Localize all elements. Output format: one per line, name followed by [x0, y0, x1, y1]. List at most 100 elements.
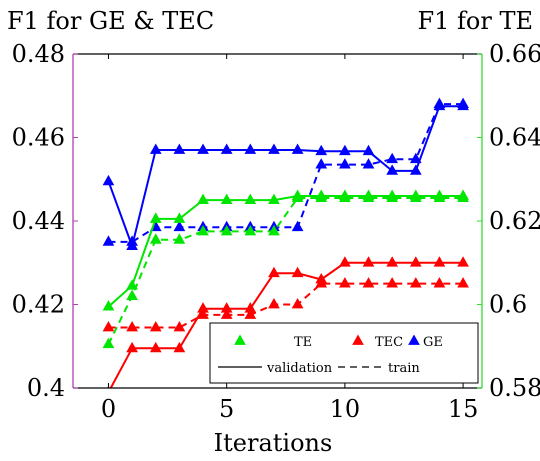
y-left-tick-label: 0.4	[27, 374, 65, 402]
te-train-point	[173, 233, 186, 244]
y-left-tick-label: 0.42	[12, 291, 65, 319]
tec-train-point	[244, 308, 257, 319]
tec-train-point	[409, 277, 422, 288]
tec-validation-point	[409, 256, 422, 267]
tec-train-point	[386, 277, 399, 288]
te-train-line	[107, 197, 464, 345]
ge-train-point	[173, 220, 186, 232]
tec-train-point	[268, 298, 280, 309]
te-validation-point	[220, 193, 233, 205]
ge-train-point	[362, 158, 375, 169]
te-train-point	[102, 337, 115, 349]
tec-validation-point	[149, 341, 162, 353]
legend-validation-label: validation	[266, 361, 333, 376]
tec-validation-line	[109, 261, 464, 388]
ge-validation-point	[409, 164, 422, 175]
ge-validation-line	[107, 105, 464, 250]
te-train-point	[126, 289, 138, 301]
tec-validation-point	[339, 256, 351, 267]
tec-validation-point	[126, 341, 138, 353]
ge-validation-point	[220, 143, 233, 154]
x-tick-label: 0	[101, 395, 116, 423]
legend-te-label: TE	[294, 335, 312, 350]
tec-train-point	[433, 277, 446, 288]
ge-train-point	[291, 220, 304, 232]
y-right-tick-label: 0.58	[489, 374, 540, 402]
ge-train-point	[339, 158, 351, 169]
te-validation-point	[244, 193, 257, 205]
tec-train-point	[149, 320, 162, 332]
te-train-point	[291, 191, 304, 202]
ge-train-point	[457, 97, 469, 108]
tec-validation-point	[433, 256, 446, 267]
tec-validation-point	[457, 256, 469, 267]
te-validation-point	[268, 193, 280, 205]
right-axis-title: F1 for TE	[417, 7, 533, 35]
tec-train-point	[362, 277, 375, 288]
tec-train-line	[108, 282, 464, 329]
plot-frame	[72, 53, 483, 389]
te-validation-point	[149, 212, 162, 223]
te-train-point	[409, 191, 422, 202]
legend-te-marker	[234, 334, 246, 345]
y-right-tick-label: 0.64	[489, 124, 540, 152]
tec-validation-point	[197, 302, 209, 313]
legend-ge-marker	[408, 334, 420, 345]
tec-train-point	[102, 320, 115, 332]
tec-train-point	[197, 308, 209, 319]
x-tick-label: 5	[219, 395, 234, 423]
ge-validation-point	[386, 164, 399, 175]
ge-validation-point	[362, 144, 375, 156]
te-train-point	[220, 224, 233, 236]
ge-validation-point	[244, 143, 257, 154]
x-tick-label: 10	[330, 395, 361, 423]
x-tick-label: 15	[448, 395, 479, 423]
tec-validation-point	[291, 266, 304, 278]
y-left-tick-label: 0.44	[12, 207, 65, 235]
tec-train-point	[291, 298, 304, 309]
legend-ge-label: GE	[423, 335, 443, 350]
te-validation-point	[102, 300, 115, 311]
tec-validation-point	[362, 256, 375, 267]
te-train-point	[386, 191, 399, 202]
te-train-point	[339, 191, 351, 202]
tec-train-point	[126, 320, 138, 332]
legend-train-label: train	[388, 361, 420, 376]
te-train-point	[315, 191, 328, 202]
y-right-tick-label: 0.66	[489, 40, 540, 68]
ge-train-point	[126, 235, 138, 246]
ge-train-point	[409, 152, 422, 164]
ge-train-line	[108, 103, 464, 243]
tec-validation-point	[386, 256, 399, 267]
tec-train-point	[220, 308, 233, 319]
te-validation-line	[107, 195, 464, 308]
ge-train-point	[102, 235, 115, 246]
tec-validation-point	[173, 341, 186, 353]
tec-train-point	[457, 277, 469, 288]
tec-train-point	[315, 277, 328, 288]
left-axis-title: F1 for GE & TEC	[7, 7, 214, 35]
legend-box	[209, 322, 479, 384]
legend: TE TEC GE validation train	[209, 322, 479, 384]
te-validation-point	[173, 212, 186, 223]
legend-tec-marker	[352, 334, 364, 345]
y-right-tick-label: 0.62	[489, 207, 540, 235]
ge-train-point	[315, 158, 328, 169]
te-train-point	[433, 191, 446, 202]
tick-labels: 0 5 10 15 0.4 0.42 0.44 0.46 0.48 0.58 0.6 0.62 0.64…	[12, 40, 540, 423]
tec-validation-point	[220, 302, 233, 313]
ge-validation-point	[173, 143, 186, 154]
ge-validation-point	[197, 143, 209, 154]
ge-validation-point	[291, 143, 304, 154]
ge-train-point	[433, 97, 446, 108]
te-train-point	[268, 224, 280, 236]
y-left-tick-label: 0.46	[12, 124, 65, 152]
tec-train-point	[173, 320, 186, 332]
y-right-tick-label: 0.6	[489, 291, 527, 319]
x-axis-title: Iterations	[214, 429, 333, 457]
tec-train-point	[339, 277, 351, 288]
ge-validation-point	[339, 144, 351, 156]
te-train-point	[457, 191, 469, 202]
ge-validation-point	[149, 143, 162, 154]
